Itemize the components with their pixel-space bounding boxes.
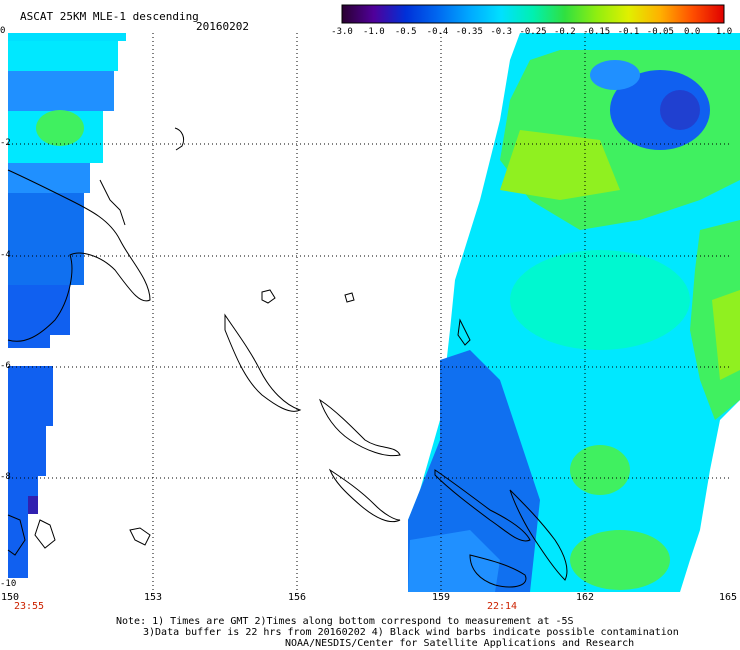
colorbar-label: -0.4 [426,27,449,37]
colorbar-label: 1.0 [715,27,733,37]
colorbar-label: -0.3 [490,27,512,37]
note-line-1: Note: 1) Times are GMT 2)Times along bot… [116,616,574,627]
lon-tick-165: 165 [718,592,738,603]
colorbar-label: 0.0 [684,27,701,37]
lat-tick-10: -10 [0,579,17,589]
colorbar-label: -1.0 [362,27,385,37]
lon-tick-162: 162 [575,592,595,603]
colorbar-label: -0.35 [455,27,483,37]
colorbar-label: -0.25 [519,27,547,37]
colorbar-label: -3.0 [331,27,353,37]
colorbar-label: -0.2 [553,27,576,37]
lon-tick-153: 153 [143,592,163,603]
colorbar-label: -0.05 [646,27,674,37]
lat-tick-4: -4 [0,250,11,260]
lat-tick-6: -6 [0,361,11,371]
map-title: ASCAT 25KM MLE-1 descending [20,10,199,23]
note-line-2: 3)Data buffer is 22 hrs from 20160202 4)… [143,627,679,638]
colorbar-label: -0.5 [394,27,417,37]
colorbar-label: -0.1 [617,27,640,37]
map-date: 20160202 [196,20,249,33]
time-left: 23:55 [13,601,45,612]
lat-tick-8: -8 [0,472,11,482]
coastlines [7,127,568,588]
colorbar [341,4,725,24]
lon-tick-150: 150 [0,592,20,603]
note-line-3: NOAA/NESDIS/Center for Satellite Applica… [285,638,635,649]
lon-tick-159: 159 [431,592,451,603]
colorbar-gradient [341,4,725,24]
right-swath [408,33,740,592]
lat-tick-0: 0 [0,26,6,36]
colorbar-label: -0.15 [583,27,611,37]
lat-tick-2: -2 [0,138,11,148]
lon-tick-156: 156 [287,592,307,603]
left-swath [8,33,126,578]
graticule [8,33,730,592]
time-right: 22:14 [486,601,518,612]
